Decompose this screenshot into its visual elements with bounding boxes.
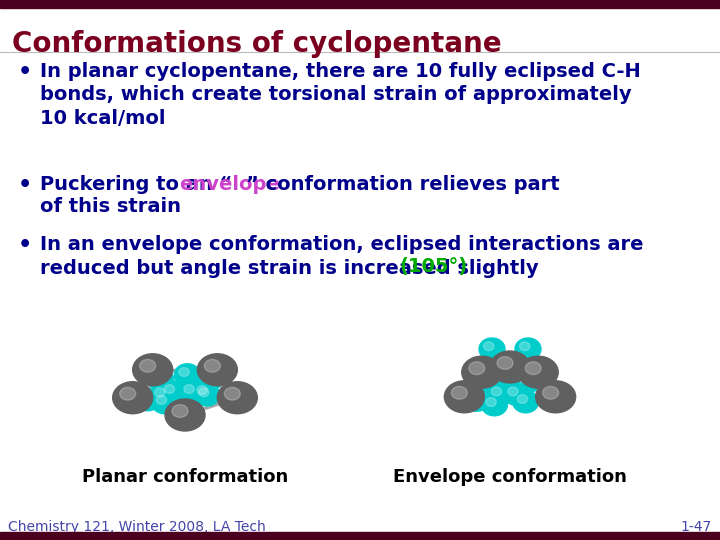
Ellipse shape: [484, 342, 494, 350]
Ellipse shape: [172, 404, 188, 417]
Text: In an envelope conformation, eclipsed interactions are
reduced but angle strain : In an envelope conformation, eclipsed in…: [40, 235, 644, 278]
Ellipse shape: [197, 354, 238, 386]
Text: envelope: envelope: [179, 175, 280, 194]
Ellipse shape: [490, 351, 530, 383]
Ellipse shape: [520, 342, 530, 350]
Ellipse shape: [184, 384, 194, 394]
Ellipse shape: [120, 387, 135, 400]
Text: Chemistry 121, Winter 2008, LA Tech: Chemistry 121, Winter 2008, LA Tech: [8, 520, 266, 534]
Ellipse shape: [503, 383, 529, 405]
Ellipse shape: [197, 369, 222, 391]
Text: •: •: [18, 62, 32, 82]
Text: of this strain: of this strain: [40, 197, 181, 216]
Ellipse shape: [525, 362, 541, 375]
Ellipse shape: [192, 382, 218, 404]
Ellipse shape: [469, 362, 485, 375]
Text: Envelope conformation: Envelope conformation: [393, 468, 627, 486]
Ellipse shape: [517, 395, 528, 403]
Ellipse shape: [484, 375, 495, 383]
Ellipse shape: [217, 382, 257, 414]
Ellipse shape: [135, 389, 161, 411]
Ellipse shape: [152, 392, 178, 414]
Ellipse shape: [498, 366, 523, 388]
Ellipse shape: [508, 387, 518, 396]
Ellipse shape: [174, 364, 200, 386]
Ellipse shape: [543, 387, 559, 399]
Text: 1-47: 1-47: [680, 520, 712, 534]
Ellipse shape: [197, 386, 207, 394]
Ellipse shape: [451, 387, 467, 399]
Text: Conformations of cyclopentane: Conformations of cyclopentane: [12, 30, 502, 58]
Ellipse shape: [479, 338, 505, 360]
Ellipse shape: [160, 381, 186, 403]
Ellipse shape: [536, 381, 576, 413]
Ellipse shape: [152, 373, 163, 381]
Ellipse shape: [518, 356, 558, 388]
Ellipse shape: [150, 384, 176, 406]
Ellipse shape: [164, 384, 175, 394]
Ellipse shape: [156, 396, 166, 404]
Ellipse shape: [155, 388, 165, 397]
Ellipse shape: [515, 338, 541, 360]
Ellipse shape: [491, 387, 502, 396]
Ellipse shape: [132, 354, 173, 386]
Ellipse shape: [486, 397, 496, 407]
Ellipse shape: [468, 393, 479, 402]
Ellipse shape: [482, 394, 508, 416]
Ellipse shape: [148, 369, 174, 391]
Ellipse shape: [502, 370, 512, 379]
Bar: [0, 0, 720, 8]
Ellipse shape: [487, 383, 513, 405]
Text: •: •: [18, 175, 32, 195]
Text: Puckering to an “: Puckering to an “: [40, 175, 233, 194]
Ellipse shape: [113, 382, 153, 414]
Ellipse shape: [139, 393, 150, 401]
Text: (105°): (105°): [399, 257, 467, 276]
Ellipse shape: [201, 373, 211, 381]
Ellipse shape: [444, 381, 485, 413]
Ellipse shape: [513, 391, 539, 413]
Ellipse shape: [165, 399, 205, 431]
Ellipse shape: [179, 381, 205, 403]
Ellipse shape: [480, 371, 505, 393]
Ellipse shape: [225, 387, 240, 400]
Text: In planar cyclopentane, there are 10 fully eclipsed C-H
bonds, which create tors: In planar cyclopentane, there are 10 ful…: [40, 62, 641, 128]
Text: Planar conformation: Planar conformation: [82, 468, 288, 486]
Ellipse shape: [204, 360, 220, 372]
Ellipse shape: [515, 371, 541, 393]
Text: •: •: [18, 235, 32, 255]
Text: ” conformation relieves part: ” conformation relieves part: [246, 175, 559, 194]
Bar: [0, 532, 720, 540]
Ellipse shape: [462, 356, 502, 388]
Ellipse shape: [464, 389, 490, 411]
Ellipse shape: [497, 356, 513, 369]
Ellipse shape: [194, 384, 220, 406]
Ellipse shape: [179, 368, 189, 376]
Ellipse shape: [199, 388, 209, 397]
Ellipse shape: [519, 375, 530, 383]
Ellipse shape: [140, 360, 156, 372]
